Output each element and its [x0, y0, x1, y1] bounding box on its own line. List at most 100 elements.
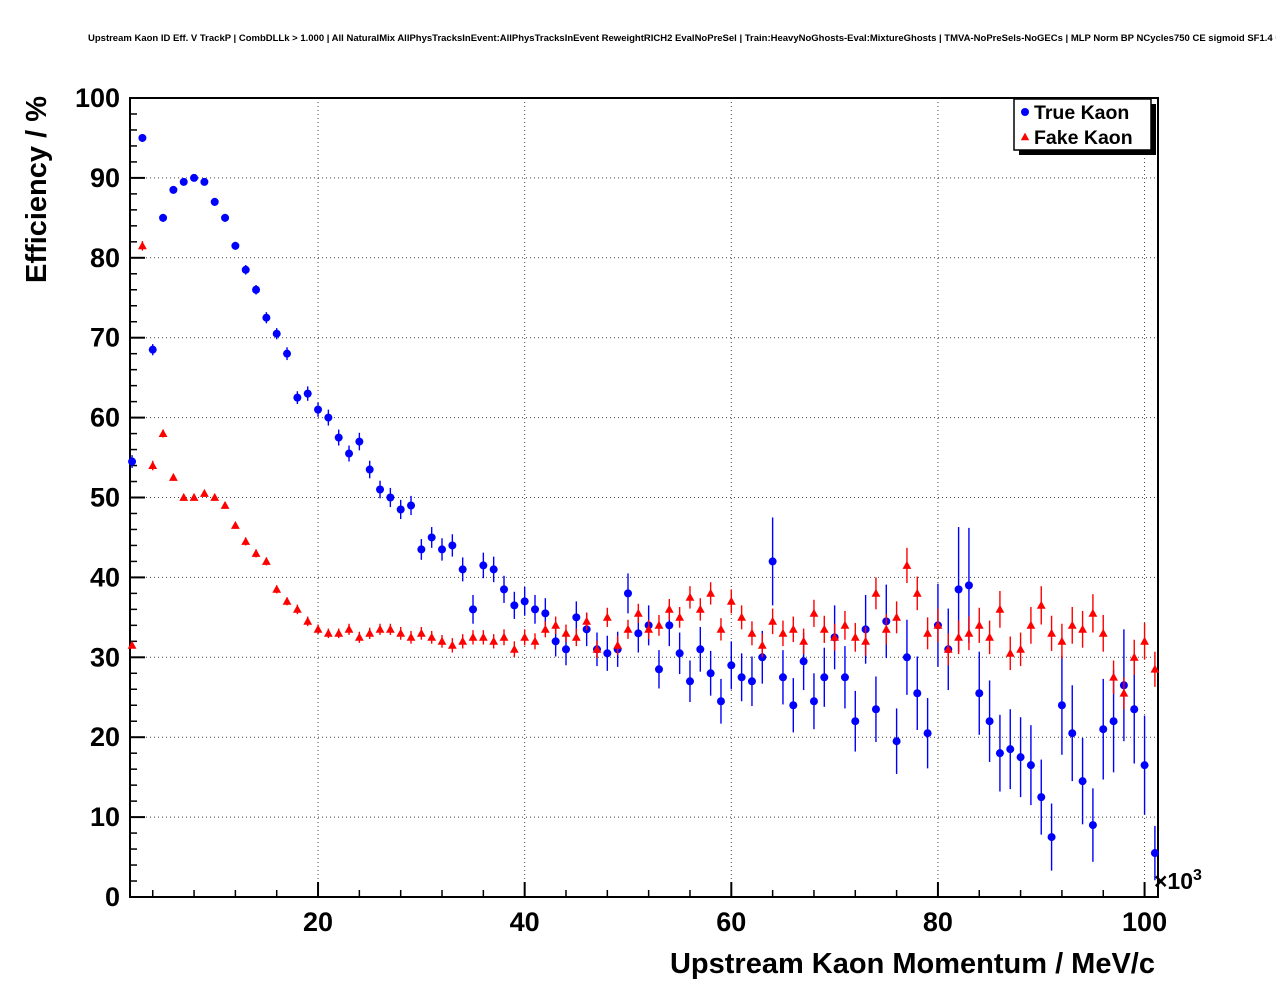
- data-point-triangle: [923, 628, 933, 637]
- data-point-circle: [1150, 849, 1159, 858]
- data-point-circle: [500, 585, 509, 594]
- series-triangle: [127, 241, 1160, 710]
- series-circle: [128, 133, 1159, 881]
- data-point-circle: [778, 673, 787, 682]
- data-point-circle: [1006, 745, 1015, 754]
- data-point-circle: [438, 545, 447, 554]
- data-point-triangle: [1047, 628, 1056, 637]
- y-tick-label: 20: [90, 722, 120, 752]
- data-point-circle: [975, 689, 984, 698]
- data-point-circle: [458, 565, 467, 574]
- data-point-triangle: [654, 620, 664, 629]
- x-tick-label: 20: [303, 907, 333, 937]
- data-point-circle: [737, 673, 746, 682]
- legend-entry-label: True Kaon: [1034, 102, 1129, 124]
- data-point-circle: [252, 285, 261, 294]
- data-point-triangle: [799, 636, 809, 645]
- data-point-circle: [376, 485, 385, 494]
- plot-frame-background: [130, 98, 1158, 897]
- data-point-triangle: [768, 616, 778, 625]
- data-point-triangle: [1150, 664, 1160, 673]
- data-point-circle: [985, 717, 994, 726]
- data-point-triangle: [334, 628, 344, 637]
- x-axis-title: Upstream Kaon Momentum / MeV/c: [670, 948, 1155, 980]
- data-point-triangle: [323, 628, 333, 637]
- data-point-triangle: [850, 632, 860, 641]
- x-tick-label: 100: [1122, 907, 1167, 937]
- data-point-triangle: [385, 624, 395, 633]
- data-point-triangle: [912, 588, 922, 597]
- data-point-triangle: [499, 632, 509, 641]
- data-point-circle: [283, 349, 292, 358]
- data-point-triangle: [1119, 688, 1129, 697]
- data-point-circle: [1088, 821, 1097, 830]
- data-point-triangle: [489, 636, 499, 645]
- data-point-circle: [1037, 793, 1046, 802]
- data-point-triangle: [571, 632, 581, 641]
- data-point-triangle: [840, 620, 850, 629]
- data-point-circle: [995, 749, 1004, 758]
- data-point-circle: [520, 597, 529, 606]
- data-point-circle: [727, 661, 736, 670]
- data-point-triangle: [582, 616, 592, 625]
- y-tick-label: 10: [90, 802, 120, 832]
- data-point-circle: [303, 389, 312, 398]
- data-point-triangle: [313, 624, 323, 633]
- data-point-triangle: [892, 612, 902, 621]
- data-point-circle: [820, 673, 829, 682]
- data-point-circle: [603, 649, 612, 658]
- data-point-triangle: [1140, 636, 1149, 645]
- data-point-circle: [128, 457, 137, 466]
- data-point-triangle: [592, 644, 602, 653]
- data-point-circle: [448, 541, 457, 550]
- data-point-circle: [427, 533, 436, 542]
- data-point-triangle: [561, 628, 571, 637]
- data-point-triangle: [375, 624, 385, 633]
- data-point-circle: [954, 585, 963, 594]
- data-point-triangle: [458, 636, 468, 645]
- data-point-triangle: [995, 604, 1005, 613]
- data-point-circle: [417, 545, 426, 554]
- x-tick-label: 60: [716, 907, 746, 937]
- data-point-triangle: [127, 640, 137, 649]
- data-point-triangle: [168, 472, 178, 481]
- data-point-triangle: [251, 548, 261, 557]
- data-point-circle: [892, 737, 901, 746]
- data-point-circle: [902, 653, 911, 662]
- data-point-triangle: [788, 624, 798, 633]
- data-point-triangle: [695, 604, 705, 613]
- data-point-triangle: [675, 612, 685, 621]
- data-point-triangle: [613, 640, 623, 649]
- data-point-triangle: [644, 624, 654, 633]
- data-point-circle: [138, 133, 147, 142]
- data-point-circle: [334, 433, 343, 442]
- data-point-triangle: [602, 612, 612, 621]
- data-point-triangle: [530, 636, 540, 645]
- data-point-circle: [221, 213, 230, 222]
- data-point-circle: [159, 213, 168, 222]
- data-point-circle: [561, 645, 570, 654]
- data-point-circle: [923, 729, 932, 738]
- data-point-circle: [871, 705, 880, 714]
- data-point-triangle: [189, 492, 199, 501]
- data-point-circle: [913, 689, 922, 698]
- data-point-circle: [747, 677, 756, 686]
- data-point-triangle: [830, 632, 840, 641]
- plot-frame-border: [129, 97, 1159, 898]
- data-point-triangle: [354, 632, 364, 641]
- data-point-triangle: [943, 644, 953, 653]
- data-point-triangle: [819, 624, 829, 633]
- data-point-circle: [1078, 777, 1087, 786]
- data-point-triangle: [1078, 624, 1087, 633]
- data-point-circle: [964, 581, 973, 590]
- x-axis-scale-label: ×103: [1154, 867, 1202, 894]
- data-point-triangle: [1109, 672, 1118, 681]
- data-point-triangle: [468, 632, 478, 641]
- data-point-triangle: [137, 241, 147, 250]
- data-point-circle: [685, 677, 694, 686]
- legend-box: [1013, 98, 1152, 151]
- data-point-triangle: [179, 492, 189, 501]
- data-point-circle: [148, 345, 157, 354]
